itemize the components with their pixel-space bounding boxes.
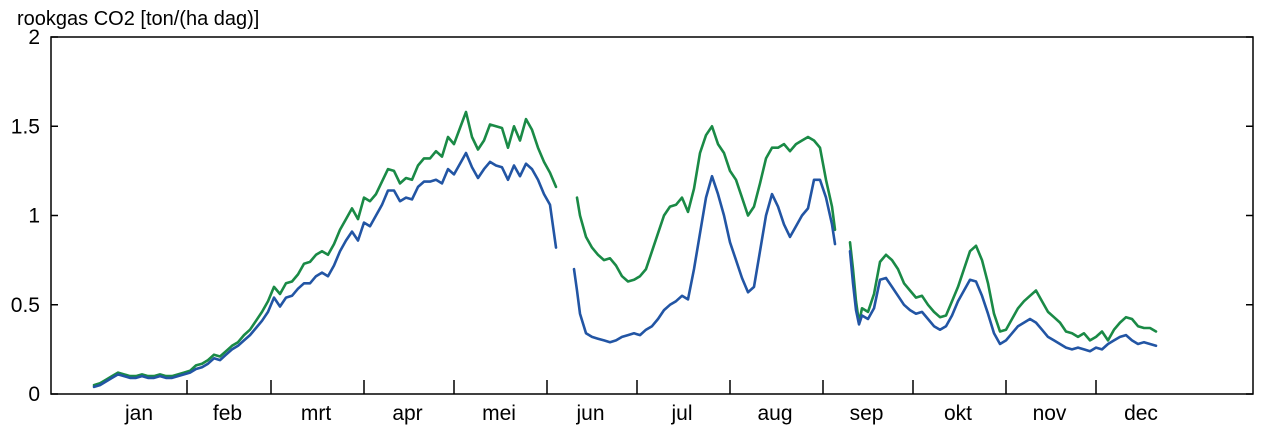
y-tick-label: 2	[28, 26, 40, 49]
x-axis: jan feb mrt apr mei jun jul aug sep okt nov dec	[124, 380, 1158, 425]
y-tick-label: 1	[28, 205, 40, 228]
x-tick-label-mrt: mrt	[301, 402, 331, 425]
y-axis: 0 0.5 1 1.5 2	[11, 26, 1253, 406]
series-line-1	[92, 110, 1158, 387]
x-tick-label-jan: jan	[124, 402, 153, 425]
x-tick-label-sep: sep	[850, 402, 884, 425]
x-tick-label-aug: aug	[757, 402, 792, 425]
series-path	[92, 110, 1158, 387]
chart-title: rookgas CO2 [ton/(ha dag)]	[17, 8, 259, 30]
x-tick-label-jul: jul	[670, 402, 692, 425]
x-tick-label-jun: jun	[575, 402, 604, 425]
y-tick-label: 1.5	[11, 115, 40, 138]
series-path	[92, 151, 1158, 389]
y-tick-label: 0.5	[11, 294, 40, 317]
x-tick-label-feb: feb	[213, 402, 242, 425]
x-tick-label-mei: mei	[482, 402, 516, 425]
x-tick-label-okt: okt	[944, 402, 972, 425]
plot-frame	[50, 36, 1254, 395]
x-tick-label-nov: nov	[1033, 402, 1067, 425]
x-tick-label-dec: dec	[1124, 402, 1158, 425]
plot-lines	[92, 110, 1158, 389]
series-line-2	[92, 151, 1158, 389]
x-tick-label-apr: apr	[392, 402, 422, 425]
y-tick-label: 0	[28, 383, 40, 406]
